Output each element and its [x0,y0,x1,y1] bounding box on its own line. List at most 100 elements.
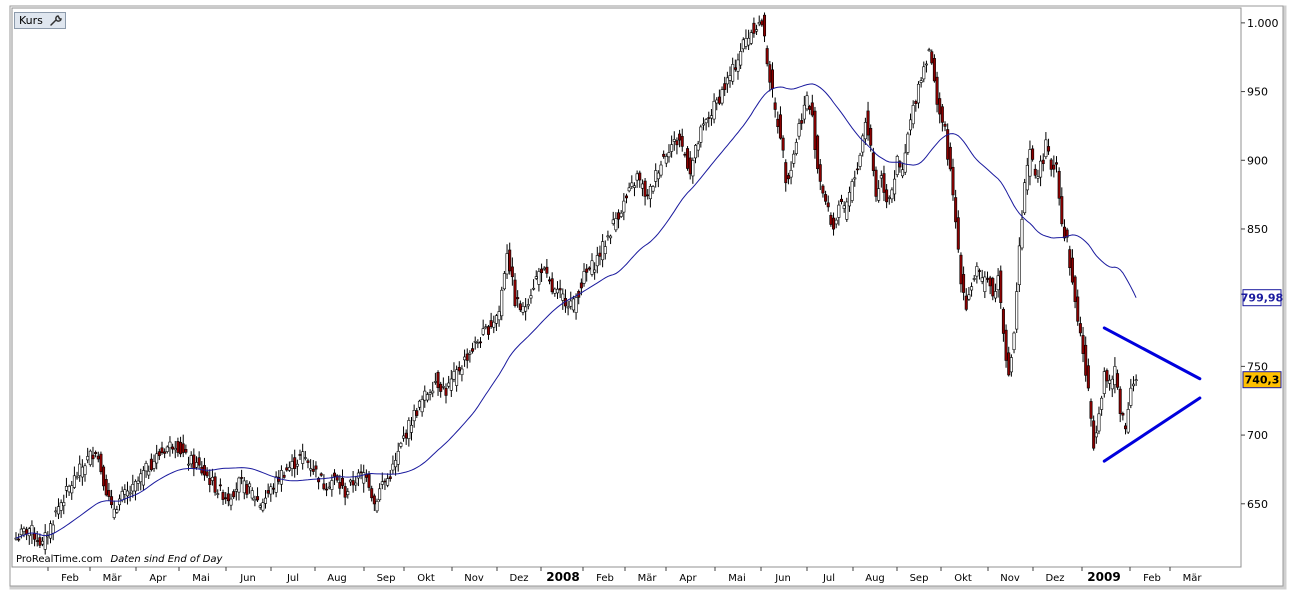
candle-body [285,467,289,471]
candle-body [932,58,936,82]
candle-body [67,485,71,493]
candle-body [1044,139,1048,158]
candle-body [322,483,326,490]
candle-body [914,100,918,104]
moving-average-line [15,83,1137,539]
candle-body [173,448,177,451]
candle-body [112,508,116,518]
candle-body [359,471,363,474]
candle-body [123,489,127,495]
candle-body [1134,379,1138,382]
candle-body [911,105,915,125]
candle-body [1047,146,1051,152]
candle-body [210,477,214,481]
candle-body [1126,409,1130,433]
candle-body [1004,329,1008,361]
candle-body [234,488,238,492]
x-tick-label: Jun [774,573,791,584]
y-tick-label: 950 [1247,86,1268,99]
candle-body [569,300,573,307]
candle-body [232,491,236,498]
x-tick-label: Jun [239,573,256,584]
x-tick-label: Feb [61,573,79,584]
candle-body [540,268,544,274]
candle-body [1020,218,1024,249]
candle-body [532,287,536,290]
candle-body [22,528,26,532]
candle-body [216,493,220,495]
data-note: Daten sind End of Day [110,554,223,565]
x-tick-label: Nov [1000,573,1020,584]
candle-body [890,189,894,200]
candle-body [319,473,323,476]
candle-body [149,458,153,471]
candle-body [757,22,761,25]
candle-body [1039,160,1043,178]
candle-body [614,218,618,231]
candle-body [624,195,628,199]
candlestick-series [14,12,1138,555]
candle-body [869,128,873,146]
candle-body [484,326,488,329]
candle-body [993,291,997,299]
candle-body [874,169,878,197]
candle-body [362,472,366,484]
candle-body [1065,229,1069,238]
candle-body [996,275,1000,291]
candle-body [287,467,291,471]
candle-body [537,271,541,285]
candle-body [208,478,212,485]
candle-body [1023,182,1027,214]
candle-body [94,452,98,454]
candle-body [561,293,565,301]
candle-body [590,260,594,275]
candle-body [325,488,329,491]
candle-body [479,341,483,344]
candle-body [402,435,406,439]
candle-body [810,102,814,116]
candle-body [240,477,244,479]
candle-body [256,496,260,501]
candle-body [1105,370,1109,382]
candle-body [935,76,939,105]
candle-body [168,441,172,449]
candle-body [311,468,315,472]
x-tick-label: Dez [509,573,528,584]
candle-body [444,387,448,396]
candle-body [646,194,650,197]
candle-body [433,381,437,383]
x-tick-label: Okt [417,573,435,584]
candle-body [271,487,275,490]
candle-body [447,382,451,387]
candle-body [765,48,769,65]
y-tick-label: 650 [1247,498,1268,511]
candle-body [380,481,384,485]
wrench-icon[interactable] [49,14,63,27]
candle-body [635,173,639,181]
candle-body [1131,383,1135,387]
candle-body [956,217,960,250]
candle-body [510,266,514,278]
candle-body [778,114,782,139]
kurs-tab[interactable]: Kurs [14,12,66,29]
candle-body [542,267,546,270]
candle-body [179,441,183,455]
candle-body [1092,420,1096,449]
candle-body [502,273,506,290]
candle-body [176,441,180,453]
candle-body [367,474,371,488]
candle-body [189,455,193,465]
candle-body [80,466,84,478]
candle-body [335,475,339,481]
candle-body [871,152,875,171]
candle-body [351,480,355,486]
candle-body [1012,332,1016,350]
kurs-tab-label: Kurs [19,14,43,27]
candle-body [943,123,947,127]
x-tick-label: 2009 [1087,570,1120,584]
triangle-lower-line [1102,396,1202,463]
candle-body [585,268,589,273]
candle-body [1028,149,1032,177]
candle-body [717,96,721,104]
candle-body [924,63,928,66]
